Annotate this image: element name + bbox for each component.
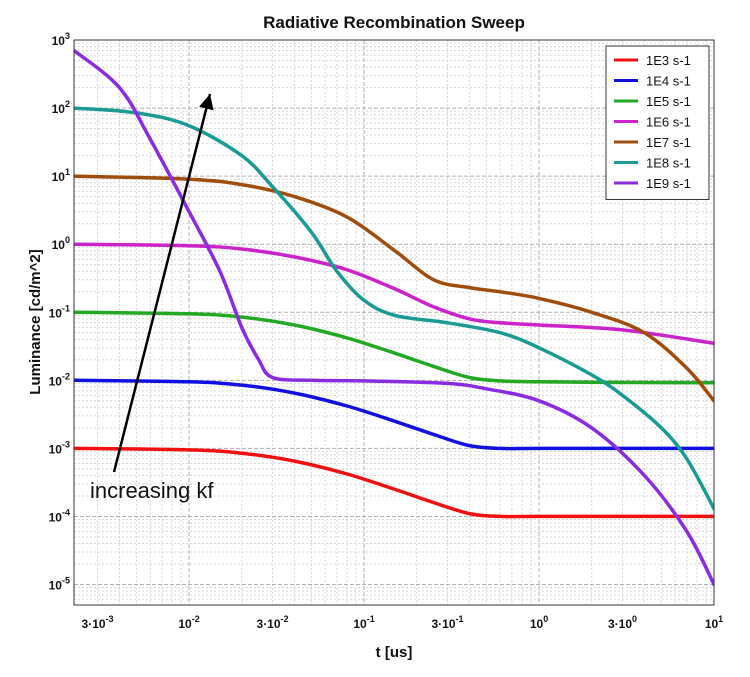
chart-title: Radiative Recombination Sweep <box>263 13 525 32</box>
x-tick-label: 3·10-2 <box>257 614 289 631</box>
series-line-1e6-s-1 <box>74 242 714 346</box>
legend-label: 1E4 s-1 <box>646 74 691 89</box>
x-tick-label: 100 <box>530 614 548 631</box>
series-line-1e5-s-1 <box>74 310 714 385</box>
y-tick-label: 10-5 <box>49 576 70 593</box>
legend-label: 1E9 s-1 <box>646 176 691 191</box>
increasing-kf-arrow <box>112 93 214 473</box>
x-tick-label: 3·10-3 <box>82 614 114 631</box>
legend-label: 1E3 s-1 <box>646 53 691 68</box>
y-axis-ticks: 103 102 101 100 10-1 10-2 10-3 10-4 10-5 <box>49 31 70 593</box>
annotation-text: increasing kf <box>90 478 214 503</box>
x-axis-label: t [us] <box>376 644 413 661</box>
x-tick-label: 10-1 <box>353 614 374 631</box>
series-lines <box>74 48 714 587</box>
x-tick-label: 10-2 <box>178 614 199 631</box>
y-axis-label: Luminance [cd/m^2] <box>27 249 44 394</box>
legend: 1E3 s-1 1E4 s-1 1E5 s-1 1E6 s-1 1E7 s-1 1E8 s… <box>605 45 710 200</box>
plot-frame <box>73 39 715 606</box>
annotation: increasing kf <box>90 93 214 503</box>
series-line-1e8-s-1 <box>74 106 714 511</box>
series-line-1e3-s-1 <box>74 446 714 519</box>
legend-label: 1E6 s-1 <box>646 115 691 130</box>
series-line-1e7-s-1 <box>74 174 714 403</box>
x-axis-ticks: 3·10-3 10-2 3·10-2 10-1 3·10-1 100 3·100 101 <box>82 614 724 631</box>
series-line-1e4-s-1 <box>74 378 714 451</box>
y-tick-label: 10-2 <box>49 371 70 388</box>
y-tick-label: 10-4 <box>49 507 70 524</box>
y-tick-label: 102 <box>52 99 70 116</box>
y-tick-label: 10-1 <box>49 303 70 320</box>
legend-label: 1E8 s-1 <box>646 156 691 171</box>
legend-label: 1E5 s-1 <box>646 94 691 109</box>
x-tick-label: 101 <box>705 614 723 631</box>
y-tick-label: 100 <box>52 235 70 252</box>
legend-label: 1E7 s-1 <box>646 135 691 150</box>
x-tick-label: 3·10-1 <box>432 614 464 631</box>
y-tick-label: 10-3 <box>49 439 70 456</box>
x-tick-label: 3·100 <box>608 614 637 631</box>
y-tick-label: 101 <box>52 167 70 184</box>
series-line-1e9-s-1 <box>74 48 714 587</box>
y-tick-label: 103 <box>52 31 70 48</box>
